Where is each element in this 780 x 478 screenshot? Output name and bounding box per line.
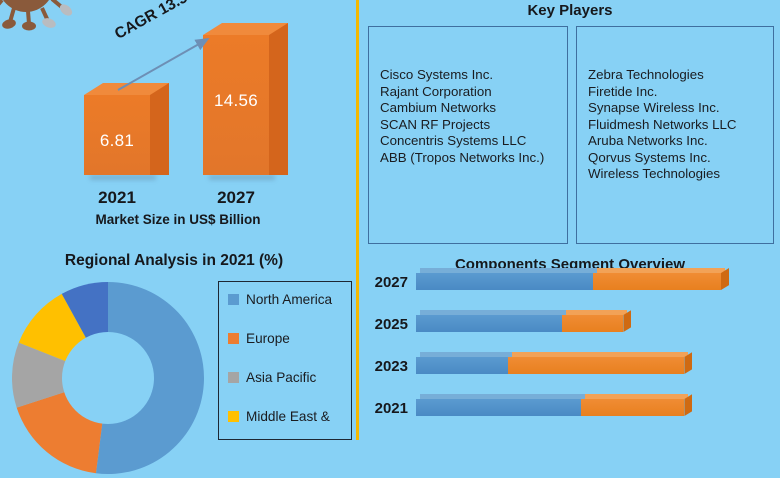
components-bar-row: 2023 — [360, 348, 780, 380]
bar-2021-value: 6.81 — [99, 131, 135, 150]
list-item: ABB (Tropos Networks Inc.) — [380, 149, 545, 165]
regional-analysis-title: Regional Analysis in 2021 (%) — [64, 252, 284, 269]
market-size-caption: Market Size in US$ Billion — [95, 212, 261, 227]
components-bar-row: 2021 — [360, 390, 780, 422]
components-bar-track — [416, 268, 729, 290]
key-players-title: Key Players — [527, 2, 613, 19]
list-item: Fluidmesh Networks LLC — [588, 116, 737, 132]
list-item: SCAN RF Projects — [380, 116, 491, 132]
legend-item-middle-east: Middle East & — [228, 409, 330, 424]
bar-2027-front — [203, 35, 269, 175]
components-bar-segment-top — [566, 310, 628, 315]
components-bar-segment-top — [420, 394, 585, 399]
key-players-list-left: Cisco Systems Inc. Rajant Corporation Ca… — [380, 67, 561, 166]
components-bar-cap — [684, 352, 693, 374]
legend-label: Europe — [246, 331, 290, 346]
components-bar-segment — [416, 273, 593, 290]
components-bar-label: 2023 — [374, 358, 408, 375]
market-size-panel: 6.81 14.56 CAGR 13.50% 2021 2027 Market … — [0, 0, 356, 232]
components-bar-track — [416, 310, 632, 332]
components-bar-segment — [562, 315, 624, 332]
components-bar-cap — [721, 268, 729, 290]
components-bar-label: 2021 — [374, 400, 408, 417]
legend-item-europe: Europe — [228, 331, 290, 346]
donut-slice — [11, 342, 108, 408]
legend-swatch-north-america — [228, 294, 239, 305]
legend-label: Asia Pacific — [246, 370, 317, 385]
components-segment-panel: Components Segment Overview 2027 2025 2023… — [360, 250, 780, 440]
components-bar-cap — [684, 394, 693, 416]
components-bar-segment — [507, 357, 685, 374]
cagr-arrow — [117, 38, 210, 91]
components-bar-label: 2027 — [374, 274, 408, 291]
components-bar-segment-top — [420, 310, 567, 315]
legend-swatch-middle-east — [228, 411, 239, 422]
list-item: Qorvus Systems Inc. — [588, 149, 711, 165]
regional-analysis-panel: Regional Analysis in 2021 (%) North Amer… — [0, 248, 356, 474]
virus-icon — [0, 0, 78, 50]
components-bar-segment-top — [420, 268, 597, 273]
key-players-box-right: Zebra Technologies Firetide Inc. Synapse… — [576, 26, 774, 244]
components-bar-row: 2027 — [360, 264, 780, 296]
components-bar-segment-top — [511, 352, 689, 357]
list-item: Rajant Corporation — [380, 83, 492, 99]
list-item: Wireless Technologies — [588, 166, 721, 181]
list-item: Zebra Technologies — [588, 67, 704, 82]
components-bar-row: 2025 — [360, 306, 780, 338]
bar-2021-top — [84, 83, 169, 95]
list-item: Firetide Inc. — [588, 83, 658, 99]
axis-label-2021: 2021 — [98, 188, 136, 207]
components-bar-segment — [416, 357, 508, 374]
legend-item-north-america: North America — [228, 292, 332, 307]
list-item: Aruba Networks Inc. — [588, 133, 708, 148]
list-item: Cambium Networks — [380, 100, 497, 115]
components-bar-segment-top — [596, 268, 725, 273]
bar-2021-front — [84, 95, 150, 175]
legend-label: Middle East & — [246, 409, 330, 424]
components-bar-track — [416, 352, 693, 374]
regional-donut-chart — [11, 282, 204, 474]
key-players-list-right: Zebra Technologies Firetide Inc. Synapse… — [588, 67, 767, 183]
components-bar-label: 2025 — [374, 316, 408, 333]
bar-2027-shadow — [209, 175, 275, 180]
components-bar-segment — [416, 315, 563, 332]
bar-2027-value: 14.56 — [213, 91, 259, 110]
vertical-divider — [356, 0, 359, 440]
bar-2027-side — [269, 23, 288, 175]
axis-label-2027: 2027 — [217, 188, 255, 207]
bar-2027-top — [203, 23, 288, 35]
bar-2021-side — [150, 83, 169, 175]
components-bar-track — [416, 394, 693, 416]
components-bar-segment — [416, 399, 581, 416]
components-bar-segment-top — [584, 394, 689, 399]
bar-2027: 14.56 — [203, 23, 288, 180]
components-bar-segment — [580, 399, 685, 416]
bar-2021-shadow — [90, 175, 156, 180]
components-bar-segment-top — [420, 352, 512, 357]
list-item: Synapse Wireless Inc. — [588, 100, 720, 115]
components-bar-cap — [623, 310, 632, 332]
list-item: Concentris Systems LLC — [380, 133, 527, 148]
bar-2021: 6.81 — [84, 83, 169, 180]
legend-swatch-europe — [228, 333, 239, 344]
key-players-box-left: Cisco Systems Inc. Rajant Corporation Ca… — [368, 26, 568, 244]
list-item: Cisco Systems Inc. — [380, 67, 494, 82]
regional-legend: North America Europe Asia Pacific Middle… — [218, 281, 352, 440]
legend-item-asia-pacific: Asia Pacific — [228, 370, 316, 385]
components-bar-segment — [592, 273, 721, 290]
key-players-panel: Key Players Cisco Systems Inc. Rajant Co… — [360, 0, 780, 250]
legend-swatch-asia-pacific — [228, 372, 239, 383]
legend-label: North America — [246, 292, 333, 307]
